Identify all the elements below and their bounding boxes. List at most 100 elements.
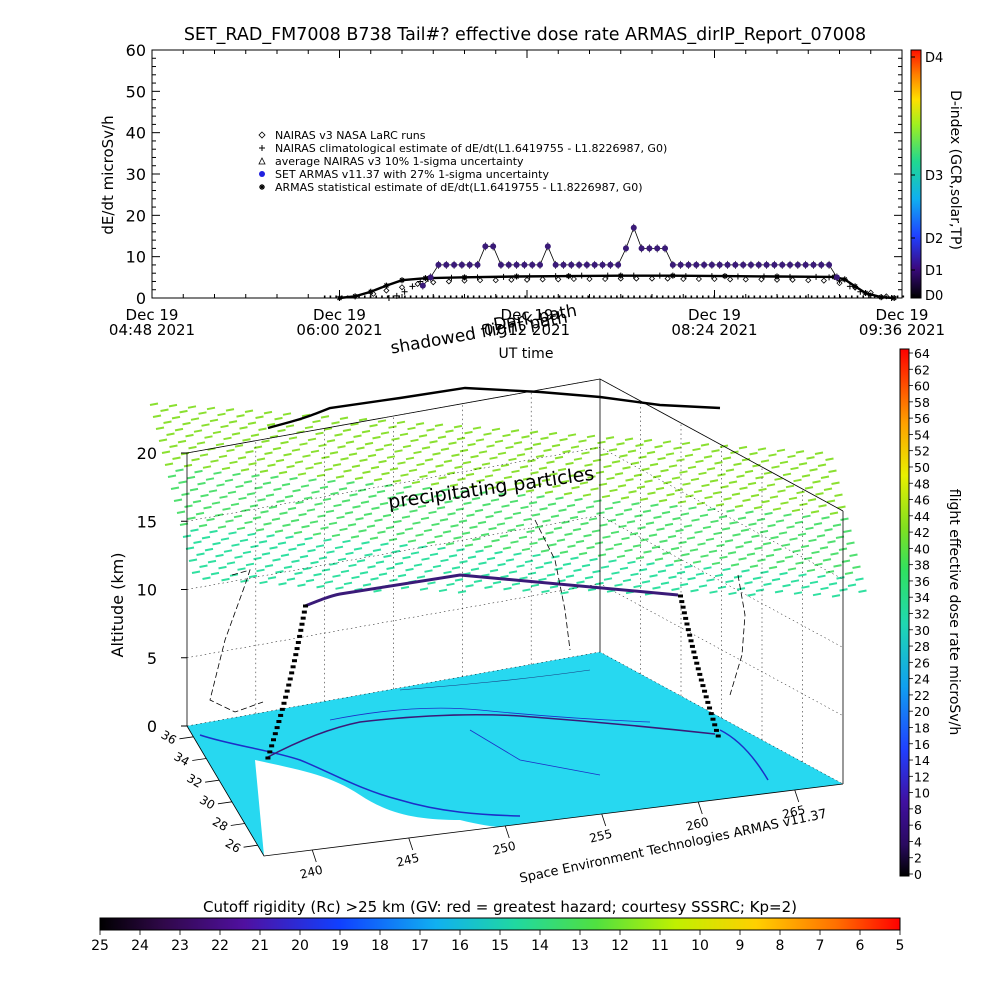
longitude-tick-mark: [408, 837, 414, 851]
particle-mark: [385, 525, 395, 530]
particle-mark: [329, 562, 338, 566]
particle-mark: [217, 412, 226, 417]
armas-data-point: [818, 261, 825, 268]
particle-mark: [277, 428, 286, 433]
particle-mark: [774, 477, 783, 481]
particle-mark: [509, 499, 519, 504]
particle-mark: [831, 481, 840, 485]
descent-point: [713, 728, 719, 732]
particle-mark: [459, 448, 469, 453]
dose-rate-colorbar: 6462605856545250484644424038363432302826…: [899, 346, 962, 882]
particle-mark: [630, 461, 640, 465]
y-tick-label: 60: [126, 41, 146, 60]
particle-mark: [533, 483, 542, 487]
particle-mark: [843, 529, 852, 533]
projection-dashed-line: [209, 569, 264, 713]
particle-mark: [489, 568, 499, 573]
rc-tick-label: 16: [451, 938, 469, 954]
diamond-point: [711, 275, 718, 283]
particle-mark: [720, 485, 729, 489]
climb-point: [303, 604, 308, 608]
particle-mark: [692, 447, 701, 452]
particle-mark: [291, 448, 301, 452]
particle-mark: [800, 544, 810, 549]
particle-mark: [193, 429, 203, 433]
particle-mark: [471, 496, 481, 501]
particle-mark: [776, 559, 785, 564]
particle-mark: [244, 520, 253, 525]
particle-mark: [634, 514, 643, 518]
particle-mark: [239, 426, 248, 430]
particle-mark: [548, 431, 558, 436]
particle-mark: [228, 531, 237, 535]
particle-mark: [226, 561, 236, 565]
rc-tick-label: 24: [131, 938, 149, 954]
particle-mark: [401, 515, 411, 519]
particle-mark: [780, 501, 789, 505]
particle-mark: [521, 547, 531, 552]
particle-mark: [673, 446, 682, 450]
particle-mark: [256, 568, 265, 573]
particle-mark: [345, 551, 354, 556]
particle-mark: [166, 432, 175, 436]
particle-mark: [546, 573, 556, 577]
particle-mark: [331, 533, 341, 538]
particle-mark: [523, 517, 532, 522]
altitude-axis-label: Altitude (km): [108, 553, 127, 658]
descent-point: [685, 628, 691, 632]
particle-mark: [646, 562, 655, 566]
particle-mark: [586, 545, 595, 550]
rate-tick-label: 54: [914, 427, 930, 442]
particle-mark: [529, 541, 538, 546]
longitude-tick-mark: [794, 789, 800, 803]
particle-mark: [469, 525, 478, 529]
rate-tick-label: 6: [914, 818, 922, 833]
particle-mark: [269, 434, 279, 439]
particle-mark: [791, 508, 801, 513]
particle-mark: [301, 524, 310, 529]
particle-mark: [525, 489, 535, 493]
particle-mark: [768, 565, 778, 570]
particle-mark: [179, 409, 188, 414]
particle-mark: [270, 475, 279, 479]
particle-mark: [375, 447, 384, 452]
particle-mark: [445, 542, 455, 546]
particle-mark: [289, 476, 298, 481]
y-tick-label: 0: [136, 289, 146, 308]
rc-tick-label: 11: [651, 938, 669, 954]
particle-mark: [522, 588, 531, 592]
particle-mark: [209, 418, 219, 423]
particle-mark: [398, 503, 408, 507]
particle-mark: [855, 577, 864, 581]
longitude-tick-mark: [697, 801, 703, 815]
particle-mark: [748, 522, 757, 526]
rc-tick-label: 7: [816, 938, 825, 954]
particle-mark: [620, 496, 630, 500]
plus-point: [682, 273, 689, 280]
particle-mark: [655, 486, 665, 491]
d-index-colorbar-gradient: [910, 49, 922, 299]
particle-mark: [207, 447, 216, 451]
particle-mark: [624, 548, 633, 553]
particle-mark: [373, 477, 383, 482]
particle-mark: [320, 526, 329, 530]
x-tick-label-time: 06:00 2021: [296, 321, 382, 339]
particle-mark: [407, 539, 417, 543]
armas-data-point: [544, 243, 551, 250]
particle-mark: [456, 436, 466, 441]
particle-mark: [305, 466, 314, 470]
particle-mark: [383, 443, 393, 447]
particle-mark: [294, 460, 304, 464]
descent-point: [712, 723, 718, 727]
armas-data-point: [427, 274, 434, 281]
rate-tick-label: 60: [914, 379, 930, 394]
particle-mark: [632, 544, 642, 548]
armas-data-point: [497, 261, 504, 268]
particle-mark: [735, 545, 744, 549]
climb-point: [290, 665, 296, 669]
diamond-point: [586, 275, 593, 283]
armas-data-point: [669, 261, 676, 268]
particle-mark: [488, 526, 497, 531]
particle-mark: [484, 474, 494, 478]
particle-mark: [415, 533, 424, 537]
